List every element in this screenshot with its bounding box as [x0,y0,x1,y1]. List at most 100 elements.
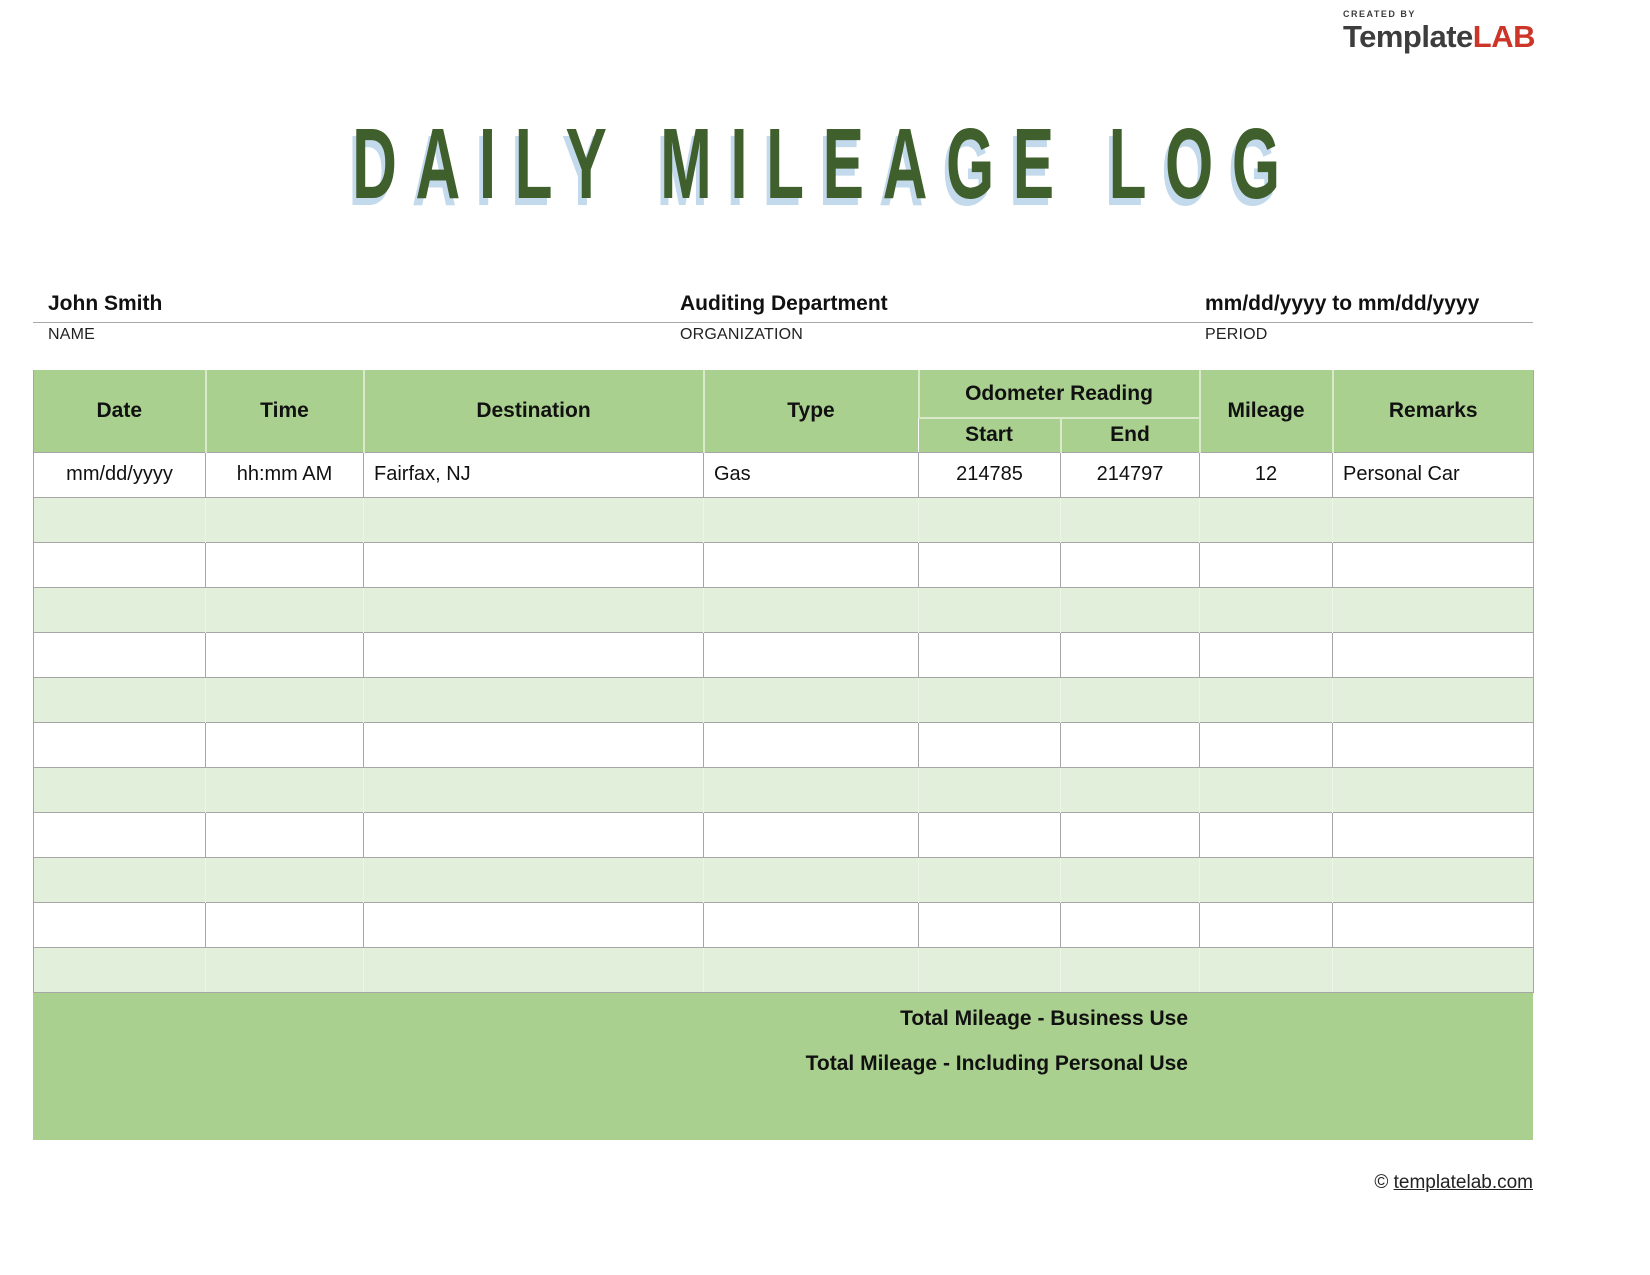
cell-type[interactable]: Gas [703,452,919,497]
cell-remarks[interactable]: Personal Car [1332,452,1534,497]
cell-destination[interactable] [363,677,704,722]
cell-destination[interactable] [363,542,704,587]
cell-remarks[interactable] [1332,947,1534,992]
cell-type[interactable] [703,902,919,947]
templatelab-link[interactable]: templatelab.com [1393,1172,1533,1193]
cell-time[interactable] [205,857,364,902]
cell-time[interactable]: hh:mm AM [205,452,364,497]
cell-remarks[interactable] [1332,497,1534,542]
organization-value[interactable]: Auditing Department [680,292,888,315]
cell-destination[interactable] [363,632,704,677]
cell-start[interactable] [918,722,1061,767]
cell-destination[interactable] [363,857,704,902]
cell-end[interactable] [1060,857,1200,902]
cell-start[interactable] [918,542,1061,587]
cell-date[interactable] [33,722,206,767]
cell-mileage[interactable] [1199,812,1333,857]
cell-mileage[interactable] [1199,497,1333,542]
cell-start[interactable] [918,857,1061,902]
cell-time[interactable] [205,947,364,992]
cell-end[interactable] [1060,497,1200,542]
cell-date[interactable] [33,497,206,542]
cell-date[interactable] [33,812,206,857]
cell-type[interactable] [703,812,919,857]
cell-type[interactable] [703,542,919,587]
cell-type[interactable] [703,767,919,812]
cell-date[interactable] [33,587,206,632]
cell-time[interactable] [205,632,364,677]
cell-mileage[interactable] [1199,947,1333,992]
cell-time[interactable] [205,812,364,857]
cell-mileage[interactable] [1199,587,1333,632]
cell-destination[interactable] [363,902,704,947]
cell-date[interactable] [33,857,206,902]
cell-destination[interactable]: Fairfax, NJ [363,452,704,497]
cell-time[interactable] [205,677,364,722]
cell-start[interactable] [918,632,1061,677]
cell-mileage[interactable] [1199,902,1333,947]
cell-remarks[interactable] [1332,587,1534,632]
cell-time[interactable] [205,767,364,812]
cell-type[interactable] [703,722,919,767]
name-value[interactable]: John Smith [48,292,163,315]
cell-mileage[interactable]: 12 [1199,452,1333,497]
cell-destination[interactable] [363,947,704,992]
cell-mileage[interactable] [1199,542,1333,587]
cell-type[interactable] [703,947,919,992]
cell-end[interactable] [1060,767,1200,812]
cell-start[interactable] [918,587,1061,632]
cell-end[interactable] [1060,587,1200,632]
cell-type[interactable] [703,632,919,677]
cell-remarks[interactable] [1332,902,1534,947]
cell-end[interactable] [1060,947,1200,992]
cell-date[interactable] [33,947,206,992]
period-value[interactable]: mm/dd/yyyy to mm/dd/yyyy [1205,292,1480,315]
cell-mileage[interactable] [1199,677,1333,722]
cell-end[interactable] [1060,902,1200,947]
cell-destination[interactable] [363,812,704,857]
cell-time[interactable] [205,497,364,542]
cell-destination[interactable] [363,497,704,542]
cell-end[interactable] [1060,812,1200,857]
cell-date[interactable] [33,542,206,587]
cell-remarks[interactable] [1332,812,1534,857]
cell-remarks[interactable] [1332,677,1534,722]
cell-start[interactable] [918,947,1061,992]
cell-end[interactable] [1060,677,1200,722]
cell-type[interactable] [703,497,919,542]
cell-time[interactable] [205,902,364,947]
cell-destination[interactable] [363,767,704,812]
cell-time[interactable] [205,542,364,587]
cell-end[interactable]: 214797 [1060,452,1200,497]
cell-start[interactable]: 214785 [918,452,1061,497]
cell-remarks[interactable] [1332,632,1534,677]
cell-start[interactable] [918,812,1061,857]
cell-mileage[interactable] [1199,722,1333,767]
cell-destination[interactable] [363,587,704,632]
cell-start[interactable] [918,902,1061,947]
cell-time[interactable] [205,722,364,767]
cell-end[interactable] [1060,722,1200,767]
cell-remarks[interactable] [1332,767,1534,812]
cell-mileage[interactable] [1199,632,1333,677]
cell-mileage[interactable] [1199,857,1333,902]
cell-type[interactable] [703,587,919,632]
cell-remarks[interactable] [1332,722,1534,767]
cell-date[interactable] [33,632,206,677]
cell-date[interactable] [33,902,206,947]
cell-date[interactable]: mm/dd/yyyy [33,452,206,497]
cell-end[interactable] [1060,632,1200,677]
cell-mileage[interactable] [1199,767,1333,812]
cell-remarks[interactable] [1332,542,1534,587]
cell-remarks[interactable] [1332,857,1534,902]
cell-start[interactable] [918,767,1061,812]
cell-type[interactable] [703,677,919,722]
cell-type[interactable] [703,857,919,902]
cell-date[interactable] [33,767,206,812]
cell-date[interactable] [33,677,206,722]
cell-destination[interactable] [363,722,704,767]
cell-start[interactable] [918,497,1061,542]
cell-start[interactable] [918,677,1061,722]
cell-end[interactable] [1060,542,1200,587]
cell-time[interactable] [205,587,364,632]
